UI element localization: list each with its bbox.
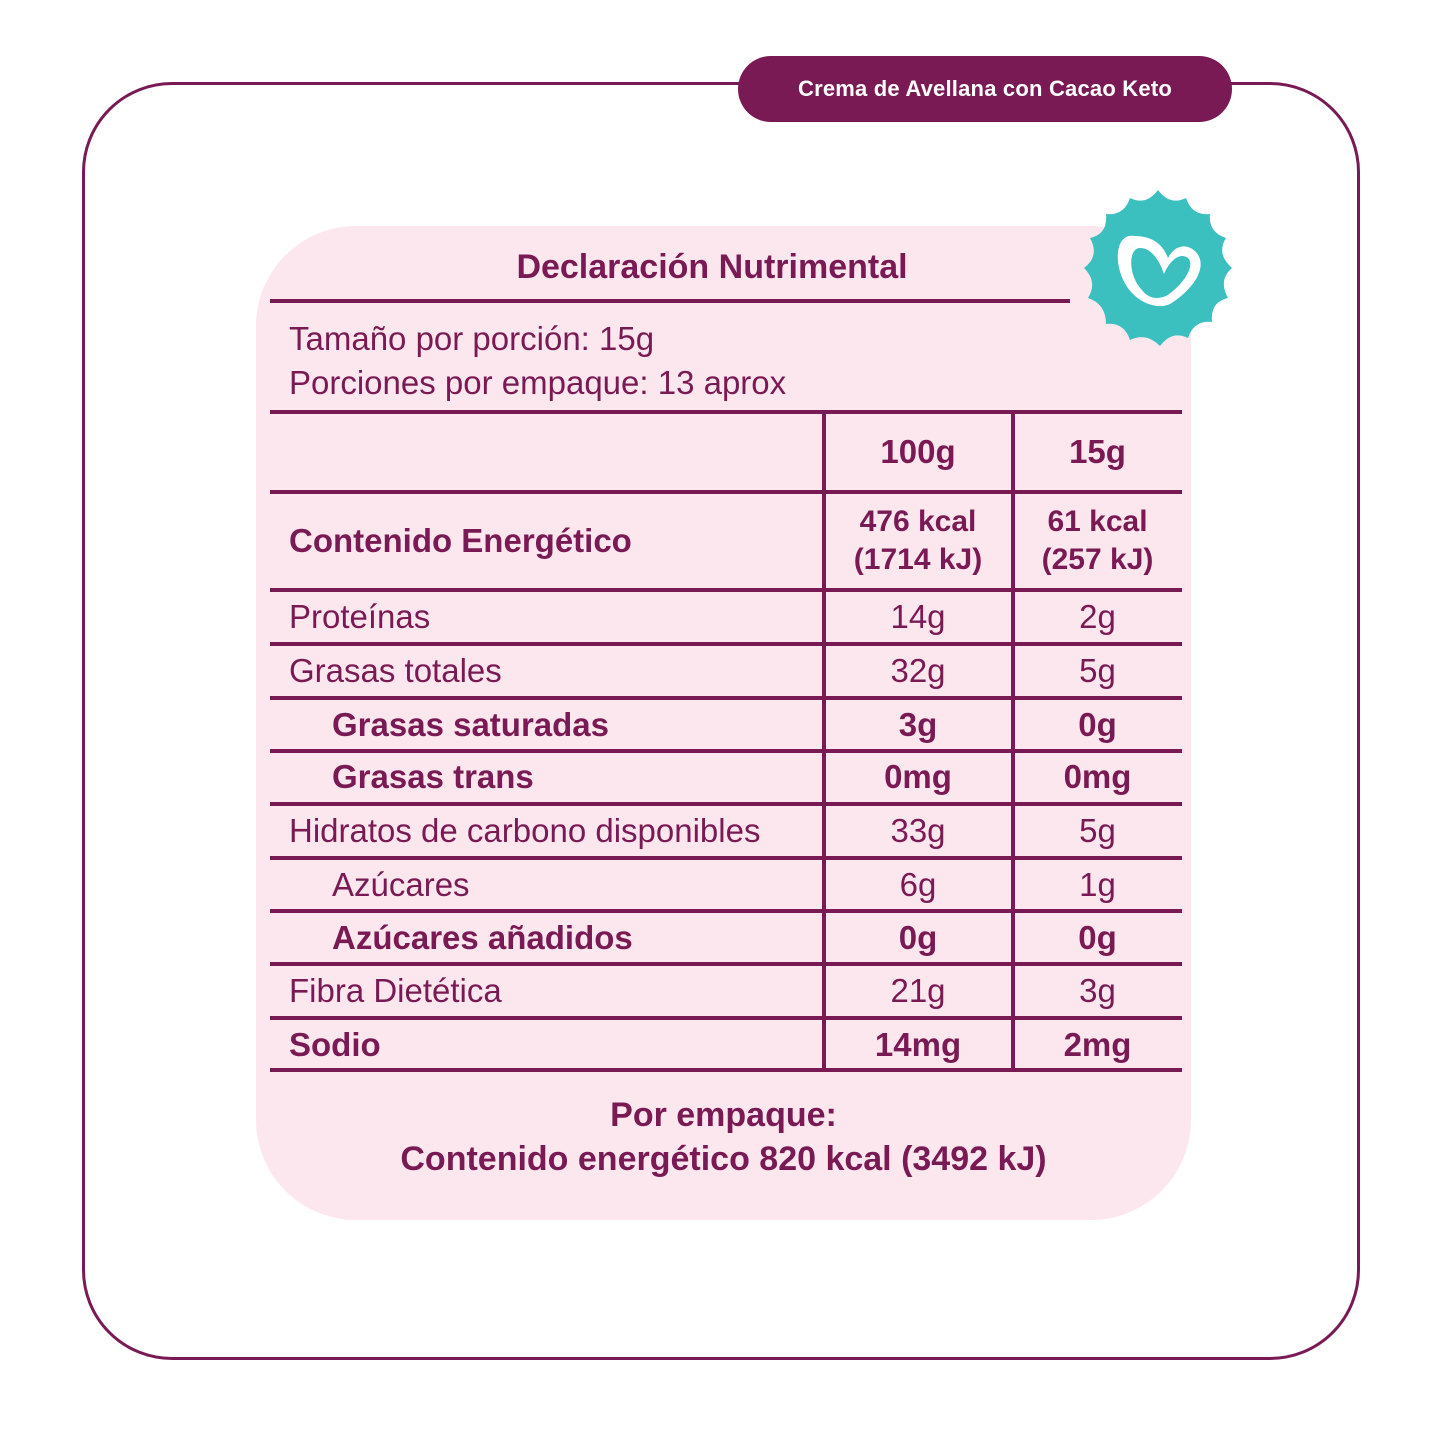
header-per-100g: 100g: [880, 433, 956, 470]
energy-kcal: 61 kcal: [1047, 505, 1148, 538]
energy-row: Contenido Energético 476 kcal (1714 kJ) 6…: [270, 494, 1182, 588]
value-per-100g: 0g: [898, 918, 938, 956]
divider: [270, 856, 1182, 860]
table-row: Hidratos de carbono disponibles 33g 5g: [270, 806, 1182, 856]
value-per-serving: 3g: [1079, 972, 1116, 1009]
value-per-100g: 21g: [890, 972, 946, 1009]
value-per-100g: 14mg: [874, 1026, 962, 1063]
label-frame: [82, 82, 1360, 1360]
value-per-serving: 2g: [1079, 598, 1116, 635]
energy-label: Contenido Energético: [289, 522, 632, 559]
nutrient-label: Sodio: [289, 1026, 381, 1063]
nutrient-label: Hidratos de carbono disponibles: [289, 812, 761, 849]
table-row: Grasas saturadas 3g 0g: [270, 700, 1182, 750]
energy-kj: (257 kJ): [1041, 543, 1154, 576]
table-row: Proteínas 14g 2g: [270, 592, 1182, 642]
per-package-energy: Contenido energético 820 kcal (3492 kJ): [400, 1140, 1047, 1178]
divider: [270, 696, 1182, 700]
energy-per-100g: 476 kcal (1714 kJ): [823, 503, 1013, 579]
heart-icon: [1084, 190, 1232, 346]
divider: [270, 410, 1182, 414]
value-per-serving: 5g: [1079, 812, 1116, 849]
divider: [270, 1068, 1182, 1072]
divider: [270, 490, 1182, 494]
nutrient-label: Azúcares: [332, 865, 470, 903]
column-divider: [1011, 410, 1015, 1072]
value-per-serving: 0mg: [1063, 758, 1132, 795]
energy-kcal: 476 kcal: [859, 505, 977, 538]
table-row: Grasas totales 32g 5g: [270, 646, 1182, 696]
energy-kj: (1714 kJ): [853, 543, 983, 576]
header-per-serving: 15g: [1069, 433, 1126, 470]
nutrient-label: Fibra Dietética: [289, 972, 502, 1009]
nutrition-panel: [256, 226, 1191, 1220]
divider: [270, 299, 1070, 303]
per-package-heading: Por empaque:: [610, 1096, 837, 1134]
value-per-serving: 5g: [1079, 652, 1116, 689]
value-per-serving: 1g: [1079, 865, 1116, 903]
divider: [270, 749, 1182, 753]
divider: [270, 642, 1182, 646]
divider: [270, 802, 1182, 806]
value-per-100g: 14g: [890, 598, 946, 635]
value-per-100g: 0mg: [884, 758, 952, 795]
product-name: Crema de Avellana con Cacao Keto: [797, 76, 1172, 101]
value-per-100g: 3g: [898, 706, 938, 743]
table-row: Grasas trans 0mg 0mg: [270, 753, 1182, 801]
nutrient-label: Azúcares añadidos: [332, 918, 633, 956]
divider: [270, 962, 1182, 966]
value-per-100g: 32g: [890, 652, 946, 689]
table-row: Sodio 14mg 2mg: [270, 1020, 1182, 1070]
value-per-100g: 6g: [899, 865, 937, 903]
column-divider: [822, 410, 826, 1072]
label-title: Declaración Nutrimental: [516, 248, 908, 286]
column-header-row: 100g 15g: [270, 414, 1182, 490]
energy-per-serving: 61 kcal (257 kJ): [1013, 503, 1182, 579]
value-per-serving: 2mg: [1063, 1026, 1132, 1063]
divider: [270, 588, 1182, 592]
value-per-serving: 0g: [1078, 706, 1117, 743]
nutrient-label: Grasas trans: [332, 758, 534, 795]
value-per-100g: 33g: [890, 812, 946, 849]
value-per-serving: 0g: [1078, 918, 1117, 956]
nutrient-label: Proteínas: [289, 598, 431, 635]
table-row: Azúcares añadidos 0g 0g: [270, 913, 1182, 962]
divider: [270, 1016, 1182, 1020]
table-row: Fibra Dietética 21g 3g: [270, 966, 1182, 1016]
nutrient-label: Grasas saturadas: [332, 706, 610, 743]
table-row: Azúcares 6g 1g: [270, 860, 1182, 909]
nutrient-label: Grasas totales: [289, 652, 502, 689]
serving-size: Tamaño por porción: 15g: [289, 320, 655, 357]
product-name-tab: Crema de Avellana con Cacao Keto: [738, 56, 1232, 122]
servings-per-package: Porciones por empaque: 13 aprox: [289, 364, 787, 401]
divider: [270, 909, 1182, 913]
